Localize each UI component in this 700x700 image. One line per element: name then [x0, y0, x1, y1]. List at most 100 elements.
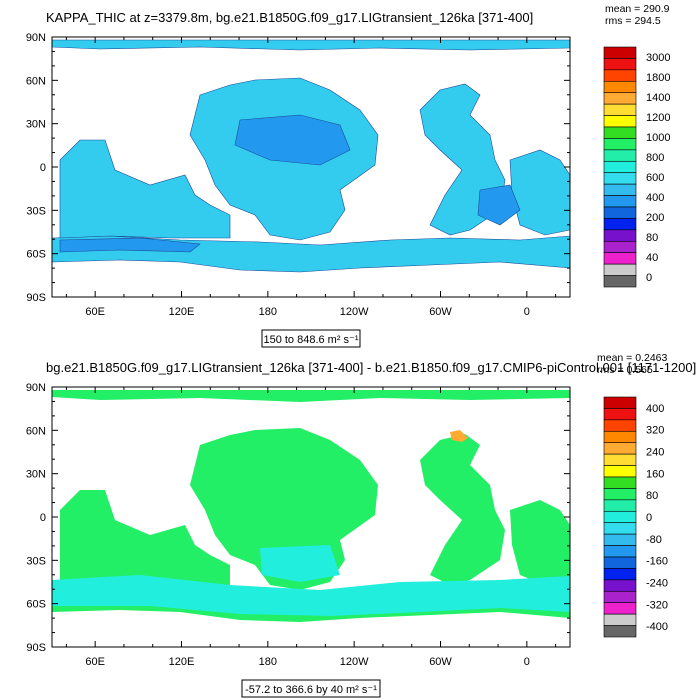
colorbar-label: -400 [646, 621, 668, 633]
panel-2: bg.e21.B1850G.f09_g17.LIGtransient_126ka… [26, 352, 696, 698]
panel-1-ticks: 90N 60N 30N 0 30S 60S 90S 60E 120E 180 120W 60W 0 [26, 32, 570, 318]
colorbar-swatch [603, 510, 637, 524]
x-tick-label: 120W [340, 306, 369, 318]
colorbar-label: -80 [646, 534, 662, 546]
colorbar-label: 3000 [646, 52, 670, 64]
colorbar-swatch [603, 252, 637, 265]
panel-1-range-frame [261, 329, 361, 348]
colorbar-label: 400 [646, 403, 664, 415]
colorbar-label: 600 [646, 172, 664, 184]
colorbar-swatch [603, 408, 637, 421]
colorbar-swatch [603, 602, 637, 615]
colorbar-label: -240 [646, 577, 668, 589]
p1-west-atlantic [509, 149, 570, 236]
colorbar-label: 1000 [646, 132, 670, 144]
x-tick-label: 0 [524, 656, 530, 668]
colorbar-swatch [603, 590, 637, 604]
colorbar-swatch [603, 579, 637, 592]
y-tick-label: 0 [40, 162, 46, 174]
p1-arctic-band [52, 39, 570, 51]
colorbar-swatch [603, 138, 637, 151]
colorbar-swatch [603, 545, 637, 558]
colorbar-swatch [603, 240, 637, 254]
panel-2-colorbar: 400 320 240 160 80 0 -80 -160 -240 -320 -400 [603, 396, 668, 638]
y-tick-label: 60S [26, 249, 46, 261]
p2-cyan-shade-2 [260, 545, 340, 582]
colorbar-swatch [603, 453, 637, 466]
y-tick-label: 30S [26, 205, 46, 217]
y-tick-label: 30S [26, 555, 46, 567]
colorbar-label: 1400 [646, 92, 670, 104]
colorbar-label: 160 [646, 468, 664, 480]
colorbar-swatch [603, 172, 637, 185]
colorbar-label: -320 [646, 599, 668, 611]
x-tick-label: 60W [429, 656, 452, 668]
y-tick-label: 0 [40, 512, 46, 524]
colorbar-label: 240 [646, 447, 664, 459]
colorbar-label: 1800 [646, 72, 670, 84]
colorbar-label: 40 [646, 252, 658, 264]
colorbar-swatch [603, 229, 637, 242]
colorbar-swatch [603, 126, 637, 139]
colorbar-swatch [603, 206, 637, 219]
y-tick-label: 90S [26, 292, 46, 304]
colorbar-swatch [603, 396, 637, 409]
y-tick-label: 60N [26, 75, 46, 87]
x-tick-label: 180 [259, 656, 277, 668]
colorbar-label: 80 [646, 490, 658, 502]
x-tick-label: 120E [169, 306, 195, 318]
panel-2-ticks: 90N 60N 30N 0 30S 60S 90S 60E 120E 180 120W 60W 0 [26, 382, 570, 668]
colorbar-swatch [603, 46, 637, 59]
colorbar-swatch [603, 476, 637, 489]
colorbar-label: 80 [646, 232, 658, 244]
panel-2-stat-rms: rms = 0.565 [597, 364, 653, 376]
colorbar-swatch [603, 613, 637, 626]
colorbar-label: 0 [646, 272, 652, 284]
y-tick-label: 60S [26, 599, 46, 611]
p1-deep-shade-1 [234, 114, 351, 166]
colorbar-swatch [603, 183, 637, 196]
y-tick-label: 90S [26, 642, 46, 654]
colorbar-swatch [603, 430, 637, 444]
colorbar-swatch [603, 522, 637, 535]
colorbar-swatch [603, 275, 637, 288]
p1-deep-shade-2 [59, 237, 201, 253]
x-tick-label: 60E [85, 306, 105, 318]
panel-2-map [52, 390, 570, 622]
p2-arctic-band [52, 390, 570, 402]
colorbar-swatch [603, 218, 637, 231]
colorbar-swatch [603, 103, 637, 116]
p1-indian-ocean [59, 139, 231, 239]
y-tick-label: 90N [26, 32, 46, 44]
colorbar-swatch [603, 263, 637, 276]
colorbar-swatch [603, 58, 637, 71]
colorbar-swatch [603, 115, 637, 128]
colorbar-label: 400 [646, 192, 664, 204]
colorbar-swatch [603, 568, 637, 581]
colorbar-swatch [603, 533, 637, 546]
panel-2-title: bg.e21.B1850G.f09_g17.LIGtransient_126ka… [46, 360, 696, 375]
panel-1-title: KAPPA_THIC at z=3379.8m, bg.e21.B1850G.f… [46, 10, 533, 25]
panel-1-stat-mean: mean = 290.9 [605, 3, 670, 15]
colorbar-swatch [603, 499, 637, 512]
colorbar-label: 0 [646, 512, 652, 524]
y-tick-label: 60N [26, 425, 46, 437]
panel-2-stat-mean: mean = 0.2463 [597, 352, 668, 364]
colorbar-swatch [603, 625, 637, 638]
colorbar-swatch [603, 149, 637, 162]
colorbar-swatch [603, 160, 637, 174]
p2-atlantic-ocean [420, 434, 505, 585]
colorbar-label: 800 [646, 152, 664, 164]
colorbar-swatch [603, 80, 637, 94]
panel-1-map [52, 39, 570, 273]
panel-1-range-label: 150 to 848.6 m² s⁻¹ [263, 334, 358, 346]
colorbar-swatch [603, 556, 637, 569]
panel-2-range-box: -57.2 to 366.6 by 40 m² s⁻¹ [241, 679, 381, 698]
colorbar-label: -160 [646, 556, 668, 568]
colorbar-swatch [603, 69, 637, 82]
colorbar-swatch [603, 92, 637, 105]
x-tick-label: 60E [85, 656, 105, 668]
colorbar-swatch [603, 419, 637, 432]
